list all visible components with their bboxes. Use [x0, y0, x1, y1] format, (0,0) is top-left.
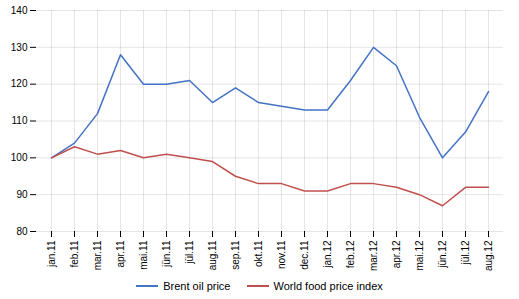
svg-text:apr.11: apr.11: [115, 240, 126, 267]
svg-text:mai.11: mai.11: [138, 240, 149, 270]
svg-text:100: 100: [11, 152, 28, 163]
svg-text:jan.11: jan.11: [46, 240, 57, 268]
svg-text:feb.11: feb.11: [69, 240, 80, 267]
svg-text:140: 140: [11, 5, 28, 16]
svg-text:nov.11: nov.11: [276, 240, 287, 269]
html-text:Brent oil price: Brent oil price: [163, 280, 231, 292]
svg-text:90: 90: [16, 189, 28, 200]
svg-text:mar.11: mar.11: [92, 240, 103, 270]
svg-text:jül.12: jül.12: [460, 240, 471, 265]
svg-text:jan.12: jan.12: [322, 240, 333, 269]
svg-text:130: 130: [11, 42, 28, 53]
svg-text:dec.11: dec.11: [299, 240, 310, 270]
svg-text:apr.12: apr.12: [391, 240, 402, 268]
svg-text:110: 110: [12, 115, 28, 126]
svg-text:mai.12: mai.12: [414, 240, 425, 270]
svg-text:jün.12: jün.12: [437, 240, 448, 269]
svg-text:120: 120: [11, 78, 28, 89]
svg-text:mar.12: mar.12: [368, 240, 379, 271]
svg-text:sep.11: sep.11: [230, 240, 241, 270]
svg-text:okt.11: okt.11: [253, 240, 264, 267]
svg-text:80: 80: [16, 226, 28, 237]
svg-text:feb.12: feb.12: [345, 240, 356, 268]
svg-text:jün.11: jün.11: [161, 240, 172, 268]
svg-text:jül.11: jül.11: [184, 240, 195, 265]
svg-text:aug.11: aug.11: [207, 240, 218, 270]
html-text:World food price index: World food price index: [273, 280, 383, 292]
svg-text:aug.12: aug.12: [483, 240, 494, 271]
